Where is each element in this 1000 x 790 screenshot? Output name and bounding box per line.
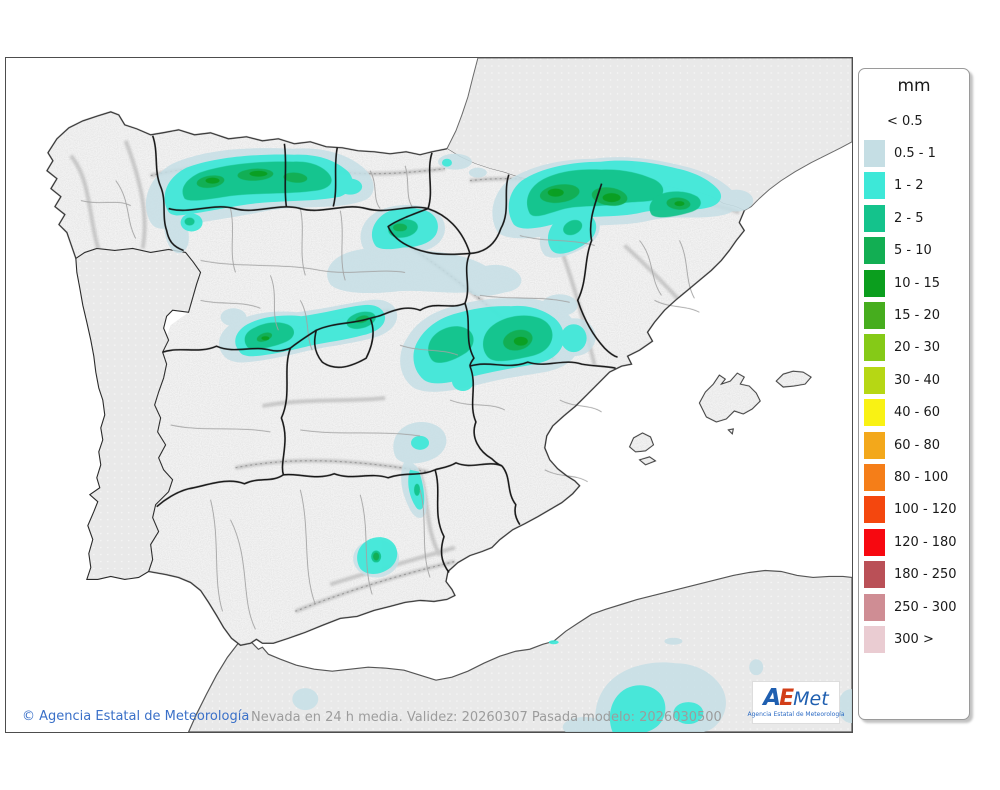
legend-items: < 0.5 0.5 - 1 1 - 2 2 - 5 5 - 10 10 - 15 15 - … [859, 105, 969, 656]
legend-label: 30 - 40 [894, 372, 941, 388]
legend-item: 1 - 2 [859, 170, 969, 202]
legend-label: 15 - 20 [894, 308, 941, 324]
legend-item: 120 - 180 [859, 526, 969, 558]
legend-swatch [864, 269, 885, 297]
legend-label: 300 > [894, 631, 934, 647]
map-canvas [5, 57, 853, 733]
legend-title: mm [897, 76, 931, 96]
legend-label: 100 - 120 [894, 502, 957, 518]
legend-swatch [864, 625, 885, 653]
legend-item: 100 - 120 [859, 494, 969, 526]
legend-swatch [864, 496, 885, 524]
legend-item: 300 > [859, 623, 969, 655]
logo-letter-a: A [763, 685, 782, 711]
legend-label: 60 - 80 [894, 437, 941, 453]
legend-swatch [864, 302, 885, 330]
legend-item: 0.5 - 1 [859, 137, 969, 169]
aemet-logo: A E Met Agencia Estatal de Meteorología [748, 681, 845, 724]
legend-item: < 0.5 [859, 105, 969, 137]
legend-swatch [864, 561, 885, 589]
legend-swatch [864, 399, 885, 427]
aemet-wordmark: A E Met [763, 687, 828, 710]
legend-swatch [864, 431, 885, 459]
iberia-snow-map [6, 58, 852, 732]
legend-item: 20 - 30 [859, 332, 969, 364]
legend-label: 5 - 10 [894, 243, 932, 259]
legend-label: < 0.5 [887, 113, 923, 129]
legend-label: 0.5 - 1 [894, 146, 936, 162]
legend-item: 180 - 250 [859, 558, 969, 590]
legend-item: 2 - 5 [859, 202, 969, 234]
region-borders [151, 135, 618, 573]
legend-label: 20 - 30 [894, 340, 941, 356]
legend-label: 2 - 5 [894, 210, 924, 226]
province-borders [80, 165, 700, 630]
legend-swatch [864, 334, 885, 362]
copyright-text: © Agencia Estatal de Meteorología [22, 709, 250, 724]
legend-swatch [864, 204, 885, 232]
legend-label: 10 - 15 [894, 275, 941, 291]
island-outlines [628, 370, 812, 466]
legend-label: 1 - 2 [894, 178, 924, 194]
legend-item: 40 - 60 [859, 397, 969, 429]
legend-label: 120 - 180 [894, 534, 957, 550]
legend-swatch [864, 593, 885, 621]
legend-item: 30 - 40 [859, 364, 969, 396]
legend-swatch [864, 463, 885, 491]
legend-item: 250 - 300 [859, 591, 969, 623]
legend-panel: mm < 0.5 0.5 - 1 1 - 2 2 - 5 5 - 10 10 - 15 15… [858, 68, 970, 720]
legend-swatch [864, 172, 885, 200]
legend-swatch [864, 140, 885, 168]
legend-label: 180 - 250 [894, 567, 957, 583]
legend-item: 10 - 15 [859, 267, 969, 299]
legend-swatch [864, 528, 885, 556]
legend-swatch [864, 237, 885, 265]
legend-label: 250 - 300 [894, 599, 957, 615]
legend-item: 5 - 10 [859, 235, 969, 267]
map-caption: Nevada en 24 h media. Validez: 20260307 … [251, 710, 722, 725]
snow-level-10-15 [205, 170, 685, 346]
legend-label: 80 - 100 [894, 469, 949, 485]
logo-letters-met: Met [793, 688, 829, 710]
legend-swatch [864, 366, 885, 394]
legend-item: 80 - 100 [859, 461, 969, 493]
legend-label: 40 - 60 [894, 405, 941, 421]
legend-item: 60 - 80 [859, 429, 969, 461]
logo-letter-e: E [779, 686, 795, 711]
legend-item: 15 - 20 [859, 299, 969, 331]
spain-coastline [46, 111, 746, 646]
logo-subtitle: Agencia Estatal de Meteorología [747, 711, 845, 718]
